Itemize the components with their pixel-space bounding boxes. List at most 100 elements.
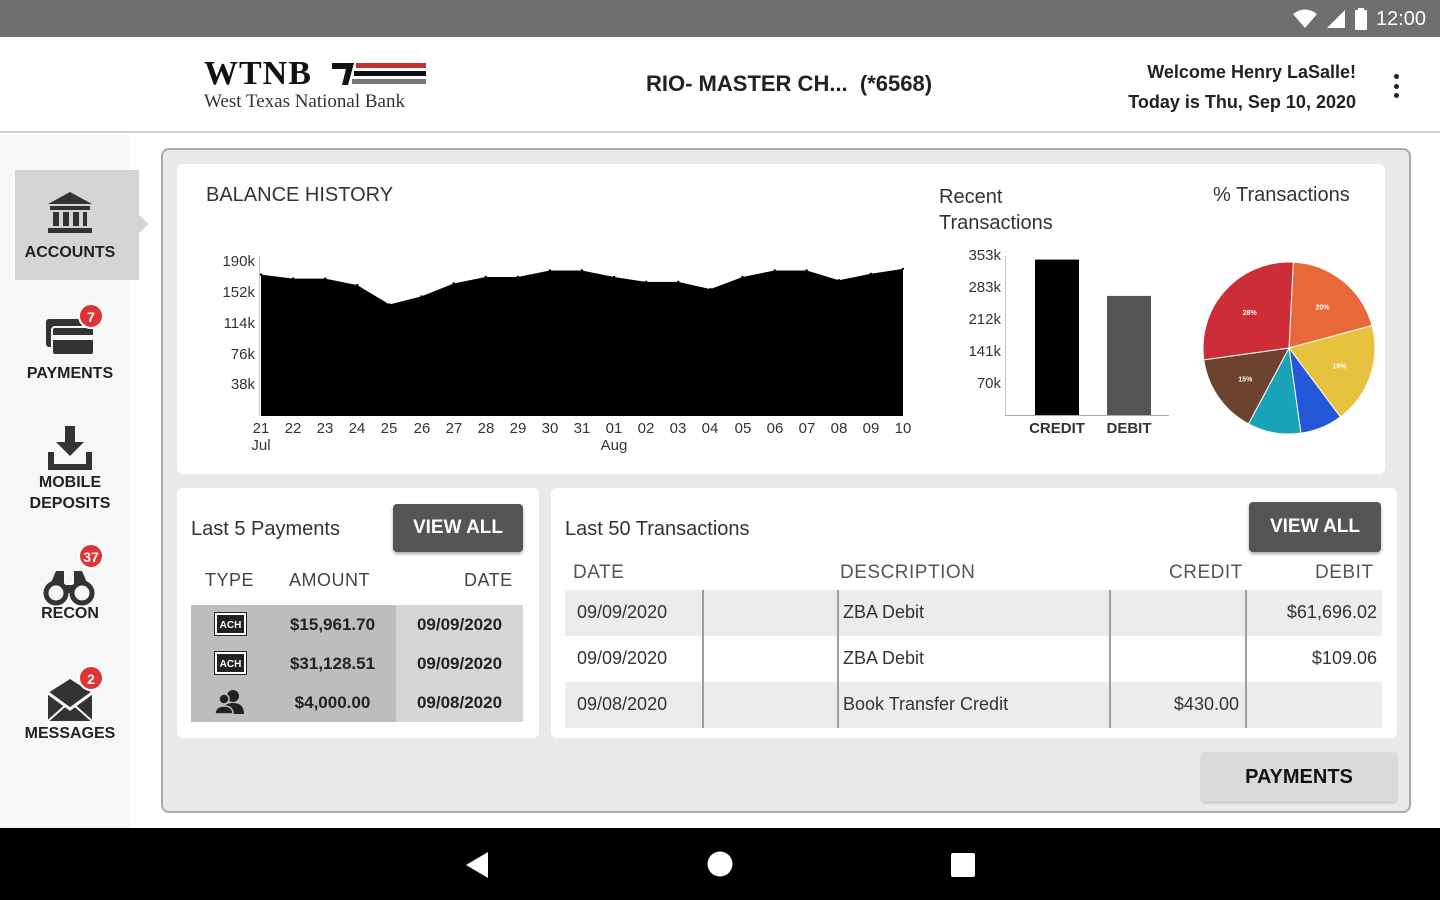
recent-y-tick: 212k: [968, 311, 1001, 328]
tx-description: ZBA Debit: [843, 602, 925, 622]
balance-history-chart: [259, 256, 905, 416]
sidebar-item-label-text: MOBILE DEPOSITS: [29, 474, 111, 512]
tx-credit: [1113, 636, 1239, 682]
balance-x-tick: 31: [573, 420, 591, 437]
payment-row[interactable]: $4,000.00 09/08/2020: [191, 683, 523, 722]
balance-x-tick: 07: [798, 420, 816, 437]
balance-y-tick: 76k: [230, 346, 255, 363]
bank-icon: [48, 192, 92, 233]
transaction-row[interactable]: 09/09/2020 ZBA Debit $109.06: [565, 636, 1382, 682]
balance-y-tick: 38k: [230, 376, 255, 393]
balance-point: [356, 283, 359, 287]
balance-point: [259, 273, 263, 276]
binoculars-icon: [43, 571, 95, 606]
payments-button[interactable]: PAYMENTS: [1201, 752, 1397, 802]
balance-x-tick: 30: [541, 420, 559, 437]
tx-divider: [702, 636, 704, 682]
percent-transactions-pie: 20% 19% 15% 28%: [1202, 261, 1376, 435]
tx-divider: [1245, 590, 1247, 636]
balance-y-tick: 152k: [222, 284, 255, 301]
balance-x-tick: 03: [669, 420, 687, 437]
balance-point: [516, 275, 519, 279]
ach-icon: ACH: [214, 651, 247, 675]
percent-transactions-title: % Transactions: [1213, 184, 1350, 206]
recent-x-tick: DEBIT: [1106, 420, 1152, 437]
balance-point: [291, 277, 295, 280]
tx-description: Book Transfer Credit: [843, 694, 1009, 714]
tx-description: ZBA Debit: [843, 648, 925, 668]
balance-x-tick: 23: [316, 420, 334, 437]
balance-x-tick: 28: [477, 420, 495, 437]
balance-x-tick: 04: [701, 420, 719, 437]
tx-divider: [702, 590, 704, 636]
recent-transactions-title-line2: Transactions: [939, 212, 1053, 234]
bank-logo[interactable]: WTNB West Texas National Bank: [204, 55, 426, 115]
recent-x-tick: CREDIT: [1029, 420, 1085, 437]
tx-debit: [1249, 682, 1377, 728]
tx-date: 09/09/2020: [577, 602, 668, 622]
sidebar-item-recon[interactable]: 37 RECON: [0, 543, 140, 655]
account-selector[interactable]: RIO- MASTER CH... (*6568): [646, 71, 933, 96]
sidebar-item-label: RECON: [41, 605, 99, 622]
balance-point: [837, 279, 840, 282]
balance-point: [901, 267, 905, 271]
recent-transactions-title-line1: Recent: [939, 186, 1003, 208]
status-bar: 12:00: [0, 0, 1440, 37]
pie-slice-label: 19%: [1332, 363, 1347, 370]
recent-bar-credit: [1035, 259, 1079, 416]
payment-type-cell: [191, 683, 269, 722]
tx-date: 09/08/2020: [577, 694, 668, 714]
app-header: WTNB West Texas National Bank RIO- MASTE…: [0, 37, 1440, 133]
home-icon[interactable]: [707, 851, 733, 877]
sidebar-item-label: MOBILE DEPOSITS: [0, 472, 140, 514]
balance-x-tick: 08: [830, 420, 848, 437]
messages-badge: 2: [78, 665, 104, 691]
logo-wordmark: WTNB: [204, 55, 312, 92]
tx-divider: [1245, 636, 1247, 682]
overflow-menu-icon[interactable]: [1386, 71, 1406, 101]
today-date: Today is Thu, Sep 10, 2020: [1128, 92, 1356, 112]
payment-row[interactable]: ACH $31,128.51 09/09/2020: [191, 644, 523, 683]
mobile-deposit-icon: [48, 426, 92, 470]
people-icon: [214, 690, 244, 715]
transaction-row[interactable]: 09/09/2020 ZBA Debit $61,696.02: [565, 590, 1382, 636]
balance-x-tick: 09: [862, 420, 880, 437]
pie-slice-label: 28%: [1243, 310, 1258, 317]
payment-row[interactable]: ACH $15,961.70 09/09/2020: [191, 605, 523, 644]
payment-date: 09/08/2020: [396, 683, 523, 722]
tx-debit: $61,696.02: [1286, 602, 1377, 622]
tx-date: 09/09/2020: [577, 648, 668, 668]
balance-area: [261, 268, 903, 416]
payments-card: Last 5 Payments VIEW ALL TYPE AMOUNT DAT…: [177, 488, 539, 738]
recon-badge: 37: [78, 543, 104, 569]
balance-point: [388, 303, 391, 306]
balance-x-tick: 29: [509, 420, 527, 437]
transactions-view-all-button[interactable]: VIEW ALL: [1249, 502, 1381, 552]
recent-transactions-chart: [1005, 256, 1169, 416]
payment-date: 09/09/2020: [396, 644, 523, 683]
tx-debit: $109.06: [1311, 648, 1377, 668]
sidebar-item-payments[interactable]: 7 PAYMENTS: [0, 295, 140, 405]
recent-transactions-title: Recent Transactions: [939, 184, 1053, 236]
back-icon[interactable]: [466, 852, 490, 878]
pie-slice-label: 15%: [1238, 377, 1253, 384]
balance-point: [741, 275, 744, 279]
payment-date: 09/09/2020: [396, 605, 523, 644]
logo-subtitle: West Texas National Bank: [204, 91, 405, 112]
envelope-icon: [47, 679, 93, 722]
recents-icon[interactable]: [951, 853, 975, 877]
sidebar-item-mobile-deposits[interactable]: MOBILE DEPOSITS: [0, 420, 140, 530]
payment-cards-icon: [46, 319, 95, 356]
balance-x-tick: 05: [734, 420, 752, 437]
sidebar-item-label: MESSAGES: [24, 725, 116, 742]
sidebar-item-messages[interactable]: 2 MESSAGES: [0, 665, 140, 775]
payments-view-all-button[interactable]: VIEW ALL: [393, 504, 523, 552]
sidebar-item-accounts[interactable]: ACCOUNTS: [15, 170, 149, 280]
sidebar-item-label: PAYMENTS: [26, 365, 114, 382]
pie-slice: [1288, 261, 1373, 349]
tx-divider: [837, 590, 839, 636]
transaction-row[interactable]: 09/08/2020 Book Transfer Credit $430.00: [565, 682, 1382, 728]
balance-x-tick: 02: [637, 420, 655, 437]
balance-x-tick: 25: [380, 420, 398, 437]
payment-amount: $31,128.51: [269, 644, 396, 683]
